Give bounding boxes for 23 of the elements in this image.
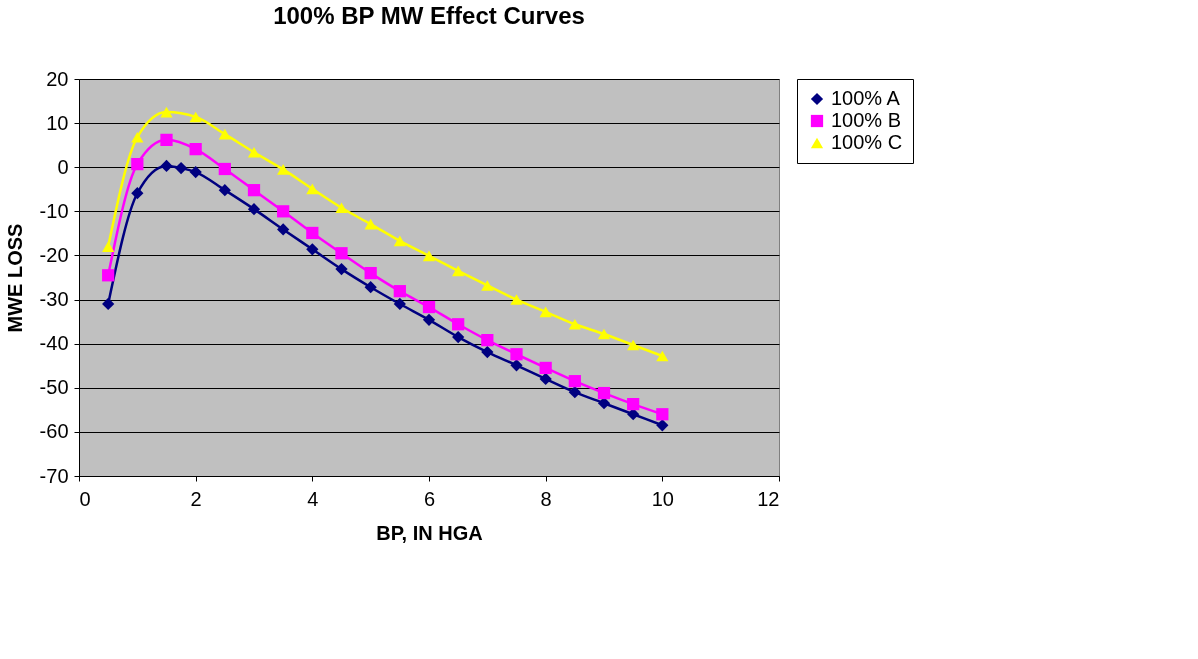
legend-label: 100% A: [831, 87, 901, 109]
legend-label: 100% C: [831, 131, 903, 153]
y-tick-label: -60: [39, 420, 69, 443]
x-tick-label: 4: [307, 487, 319, 510]
x-tick-label: 6: [423, 487, 436, 510]
x-tick-label: 12: [757, 487, 780, 510]
x-tick-label: 2: [190, 487, 202, 510]
y-tick-label: -70: [39, 464, 69, 487]
chart-title: 100% BP MW Effect Curves: [273, 2, 585, 29]
y-tick-label: -40: [39, 332, 69, 355]
x-tick-label: 8: [540, 487, 552, 510]
y-tick-label: -10: [39, 199, 69, 222]
y-tick-label: 10: [46, 111, 69, 134]
y-tick-label: -50: [39, 376, 69, 399]
y-axis-title: MWE LOSS: [3, 223, 26, 333]
x-tick-label: 10: [651, 487, 674, 510]
y-tick-label: 0: [57, 155, 69, 178]
y-tick-label: -30: [39, 288, 69, 311]
y-tick-label: 20: [46, 67, 69, 90]
y-tick-label: -20: [39, 243, 69, 266]
x-axis-title: BP, IN HGA: [376, 521, 483, 544]
x-tick-label: 0: [79, 487, 91, 510]
legend-label: 100% B: [831, 109, 902, 131]
